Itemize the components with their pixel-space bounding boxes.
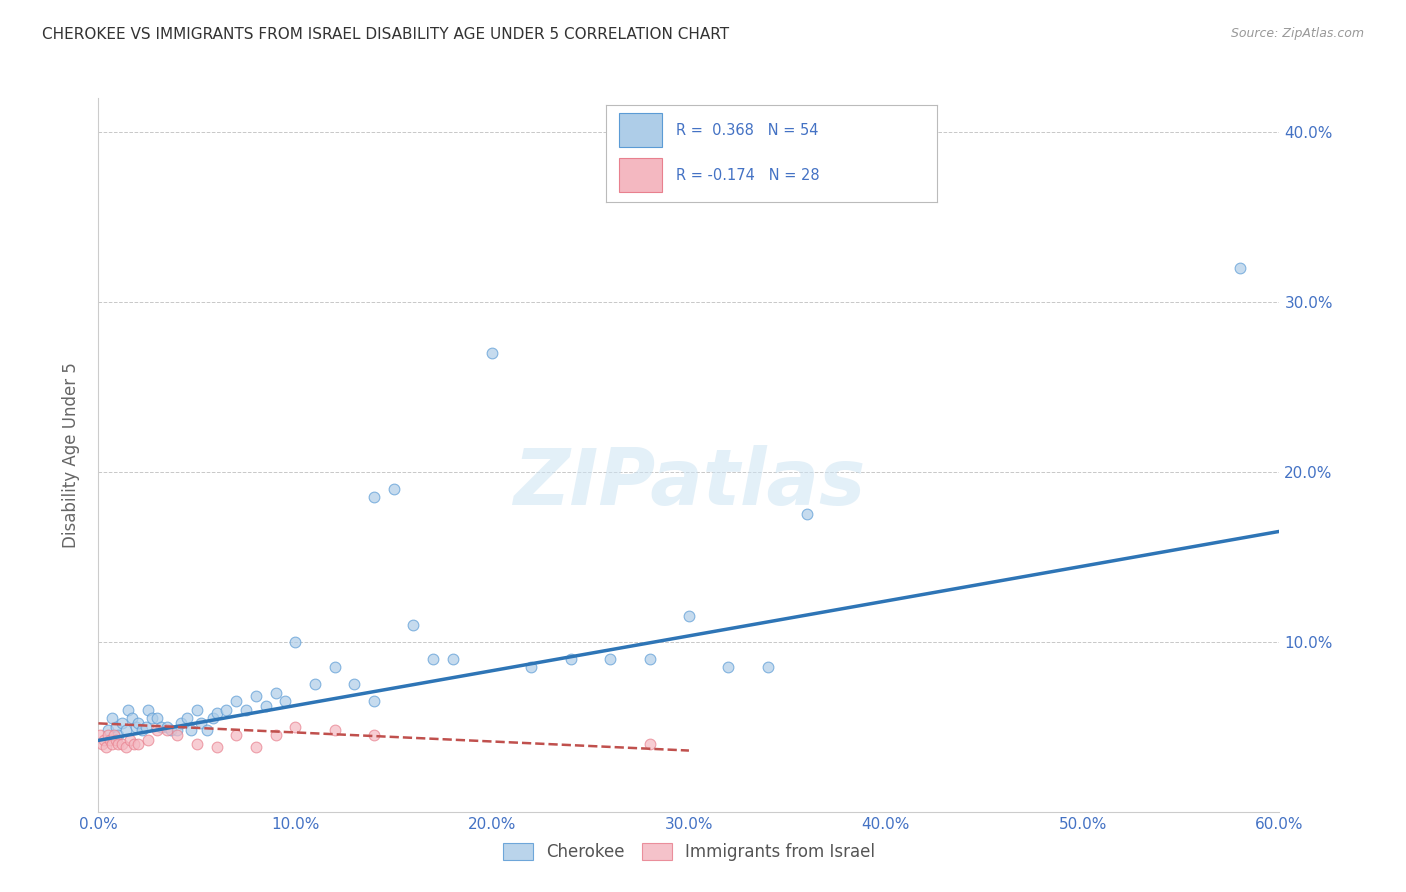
Point bbox=[127, 737, 149, 751]
Point bbox=[111, 737, 134, 751]
Point bbox=[101, 711, 124, 725]
Point bbox=[441, 652, 464, 666]
Point bbox=[402, 617, 425, 632]
Point bbox=[520, 660, 543, 674]
Point bbox=[89, 728, 111, 742]
Legend: Cherokee, Immigrants from Israel: Cherokee, Immigrants from Israel bbox=[496, 836, 882, 868]
Point bbox=[96, 740, 118, 755]
Point bbox=[796, 508, 818, 522]
Point bbox=[111, 716, 134, 731]
Point bbox=[481, 346, 503, 360]
Point bbox=[146, 711, 169, 725]
Point bbox=[136, 703, 159, 717]
Point bbox=[205, 740, 228, 755]
Point bbox=[363, 491, 385, 505]
Point bbox=[284, 635, 307, 649]
Point bbox=[304, 677, 326, 691]
Point bbox=[201, 711, 224, 725]
Point bbox=[103, 728, 125, 742]
Point bbox=[245, 740, 267, 755]
Point bbox=[105, 733, 128, 747]
Point bbox=[156, 723, 179, 738]
Point bbox=[141, 711, 163, 725]
Text: ZIPatlas: ZIPatlas bbox=[513, 445, 865, 522]
Point bbox=[98, 733, 121, 747]
Point bbox=[121, 711, 143, 725]
Point bbox=[97, 728, 120, 742]
Point bbox=[166, 728, 188, 742]
Point bbox=[382, 482, 405, 496]
Point bbox=[756, 660, 779, 674]
Point bbox=[117, 703, 139, 717]
Point bbox=[180, 723, 202, 738]
Point bbox=[599, 652, 621, 666]
Point bbox=[190, 716, 212, 731]
Point bbox=[166, 723, 188, 738]
Point bbox=[136, 733, 159, 747]
Point bbox=[160, 723, 183, 738]
Point bbox=[363, 728, 385, 742]
Point bbox=[93, 733, 115, 747]
Point bbox=[186, 737, 208, 751]
Point bbox=[195, 723, 218, 738]
Y-axis label: Disability Age Under 5: Disability Age Under 5 bbox=[62, 362, 80, 548]
Point bbox=[215, 703, 238, 717]
Point bbox=[150, 720, 173, 734]
Point bbox=[323, 723, 346, 738]
Point bbox=[101, 737, 124, 751]
Point bbox=[1229, 260, 1251, 275]
Point bbox=[156, 720, 179, 734]
Point bbox=[284, 720, 307, 734]
Point bbox=[186, 703, 208, 717]
Point bbox=[264, 728, 287, 742]
Point bbox=[115, 723, 138, 738]
Point bbox=[638, 652, 661, 666]
Point bbox=[235, 703, 257, 717]
Point bbox=[343, 677, 366, 691]
Point bbox=[205, 706, 228, 721]
Point bbox=[225, 694, 247, 708]
Point bbox=[274, 694, 297, 708]
Text: Source: ZipAtlas.com: Source: ZipAtlas.com bbox=[1230, 27, 1364, 40]
Point bbox=[107, 728, 129, 742]
Point bbox=[717, 660, 740, 674]
Point bbox=[105, 720, 128, 734]
Point bbox=[118, 733, 141, 747]
Point bbox=[146, 723, 169, 738]
Point bbox=[170, 716, 193, 731]
Point bbox=[422, 652, 444, 666]
Point bbox=[125, 720, 148, 734]
Point bbox=[678, 609, 700, 624]
Point bbox=[363, 694, 385, 708]
Point bbox=[225, 728, 247, 742]
Point bbox=[91, 737, 114, 751]
Point bbox=[638, 737, 661, 751]
Point bbox=[560, 652, 582, 666]
Point bbox=[245, 689, 267, 703]
Point bbox=[254, 699, 277, 714]
Point bbox=[264, 686, 287, 700]
Point bbox=[135, 720, 157, 734]
Point bbox=[131, 723, 153, 738]
Point bbox=[176, 711, 198, 725]
Point bbox=[107, 737, 129, 751]
Point bbox=[127, 716, 149, 731]
Text: CHEROKEE VS IMMIGRANTS FROM ISRAEL DISABILITY AGE UNDER 5 CORRELATION CHART: CHEROKEE VS IMMIGRANTS FROM ISRAEL DISAB… bbox=[42, 27, 730, 42]
Point bbox=[323, 660, 346, 674]
Point bbox=[97, 723, 120, 738]
Point bbox=[115, 740, 138, 755]
Point bbox=[122, 737, 145, 751]
